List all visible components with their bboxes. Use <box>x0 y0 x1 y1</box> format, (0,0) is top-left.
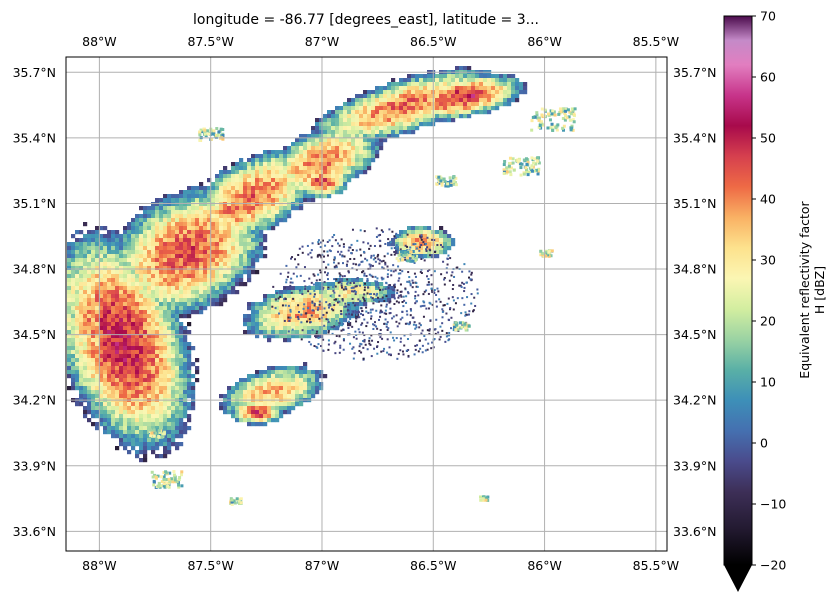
colorbar-tick-label: −10 <box>760 497 786 512</box>
lat-label-left: 33.6°N <box>13 524 56 539</box>
colorbar-frame <box>723 15 753 566</box>
colorbar-tick-label: 40 <box>760 192 776 207</box>
lat-label-left: 34.2°N <box>13 393 56 408</box>
lon-label-bottom: 86.5°W <box>410 558 456 573</box>
map-panel: 88°W 87.5°W 87°W 86.5°W 86°W 85.5°W 88°W 87.5°… <box>13 34 717 573</box>
colorbar-extend-min-triangle <box>724 565 752 592</box>
lon-label-bottom: 87.5°W <box>187 558 233 573</box>
colorbar-ticks: 70 60 50 40 30 20 10 0 −10 −20 <box>752 9 786 573</box>
lat-label-right: 35.7°N <box>673 65 716 80</box>
lat-label-left: 34.8°N <box>13 262 56 277</box>
colorbar-tick-label: 70 <box>760 9 776 24</box>
lat-label-right: 35.4°N <box>673 130 716 145</box>
map-frame <box>65 56 668 552</box>
colorbar-tick-label: 0 <box>760 436 768 451</box>
colorbar-tick-label: 10 <box>760 375 776 390</box>
lon-label-bottom: 88°W <box>82 558 117 573</box>
colorbar-label: Equivalent reflectivity factor H [dBZ] <box>797 201 827 378</box>
lon-label-bottom: 87°W <box>305 558 340 573</box>
lat-label-left: 35.4°N <box>13 130 56 145</box>
lat-labels-right: 35.7°N 35.4°N 35.1°N 34.8°N 34.5°N 34.2°N 33.9… <box>673 65 716 539</box>
colorbar-bar <box>724 16 752 565</box>
colorbar-tick-label: 50 <box>760 131 776 146</box>
lon-label-top: 85.5°W <box>633 34 679 49</box>
lat-label-left: 34.5°N <box>13 327 56 342</box>
lon-label-top: 87°W <box>305 34 340 49</box>
map-title: longitude = -86.77 [degrees_east], latit… <box>193 12 539 28</box>
colorbar-label-line1: Equivalent reflectivity factor <box>797 201 812 379</box>
lat-label-right: 33.6°N <box>673 524 716 539</box>
lat-label-left: 35.7°N <box>13 65 56 80</box>
lon-label-top: 86°W <box>527 34 562 49</box>
lat-label-right: 33.9°N <box>673 458 716 473</box>
lat-label-right: 35.1°N <box>673 196 716 211</box>
colorbar-tick-label: 30 <box>760 253 776 268</box>
lon-labels-bottom: 88°W 87.5°W 87°W 86.5°W 86°W 85.5°W <box>82 558 679 573</box>
lat-label-left: 35.1°N <box>13 196 56 211</box>
lat-labels-left: 35.7°N 35.4°N 35.1°N 34.8°N 34.5°N 34.2°N 33.9… <box>13 65 56 539</box>
lon-label-top: 88°W <box>82 34 117 49</box>
lon-label-bottom: 86°W <box>527 558 562 573</box>
colorbar-tick-label: −20 <box>760 558 786 573</box>
lat-label-right: 34.2°N <box>673 393 716 408</box>
colorbar: 70 60 50 40 30 20 10 0 −10 −20 <box>723 9 786 592</box>
colorbar-label-line2: H [dBZ] <box>812 265 827 315</box>
lon-labels-top: 88°W 87.5°W 87°W 86.5°W 86°W 85.5°W <box>82 34 679 49</box>
lon-label-bottom: 85.5°W <box>633 558 679 573</box>
colorbar-tick-label: 60 <box>760 70 776 85</box>
lat-label-right: 34.5°N <box>673 327 716 342</box>
gridlines <box>66 57 667 551</box>
colorbar-tick-label: 20 <box>760 314 776 329</box>
lat-label-left: 33.9°N <box>13 458 56 473</box>
lat-label-right: 34.8°N <box>673 262 716 277</box>
lon-label-top: 86.5°W <box>410 34 456 49</box>
lon-label-top: 87.5°W <box>187 34 233 49</box>
